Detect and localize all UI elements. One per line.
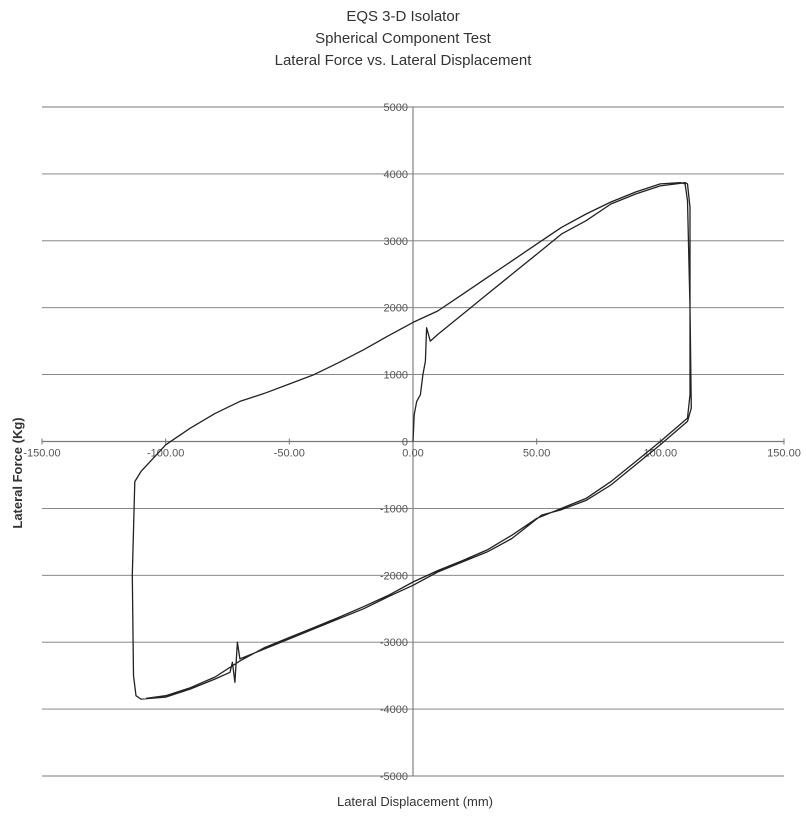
y-tick-label-6: -1000 bbox=[380, 503, 408, 515]
y-tick-label-9: -4000 bbox=[380, 704, 408, 716]
series-line-0 bbox=[131, 181, 692, 700]
y-axis-title: Lateral Force (Kg) bbox=[10, 417, 25, 528]
x-tick-labels: -150.00 -100.00 -50.00 0.00 50.00 100.00 150.0… bbox=[23, 448, 800, 460]
x-tick-label-6: 150.00 bbox=[767, 448, 801, 460]
x-tick-label-3: 0.00 bbox=[402, 448, 423, 460]
chart-title-line-1: EQS 3-D Isolator bbox=[346, 8, 460, 25]
series-layer bbox=[131, 181, 692, 700]
y-tick-label-1: 4000 bbox=[384, 169, 408, 181]
y-tick-label-0: 5000 bbox=[384, 102, 408, 114]
y-tick-label-7: -2000 bbox=[380, 570, 408, 582]
y-tick-label-2: 3000 bbox=[384, 236, 408, 248]
chart-title-line-2: Spherical Component Test bbox=[315, 30, 491, 47]
chart-title-line-3: Lateral Force vs. Lateral Displacement bbox=[274, 52, 532, 69]
y-tick-labels: 5000 4000 3000 2000 1000 0 -1000 -2000 -3000 -400… bbox=[380, 102, 408, 783]
x-tick-label-0: -150.00 bbox=[23, 448, 60, 460]
x-tick-label-4: 50.00 bbox=[523, 448, 551, 460]
y-tick-label-4: 1000 bbox=[384, 370, 408, 382]
x-tick-label-1: -100.00 bbox=[147, 448, 184, 460]
y-tick-label-10: -5000 bbox=[380, 771, 408, 783]
x-tick-label-5: 100.00 bbox=[644, 448, 678, 460]
y-tick-label-8: -3000 bbox=[380, 637, 408, 649]
x-tick-label-2: -50.00 bbox=[274, 448, 305, 460]
y-tick-label-3: 2000 bbox=[384, 303, 408, 315]
y-tick-label-5: 0 bbox=[402, 437, 408, 449]
x-axis-title: Lateral Displacement (mm) bbox=[337, 794, 493, 809]
